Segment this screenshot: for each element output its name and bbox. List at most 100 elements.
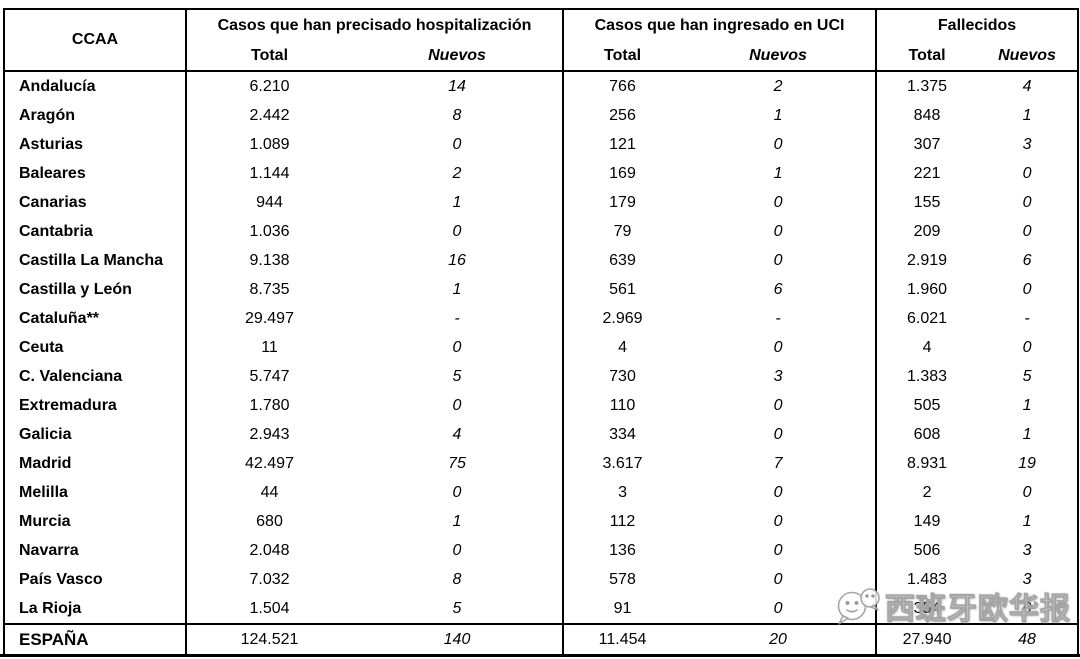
value-cell: 2 — [452, 164, 462, 182]
table-row: Galicia 2.943 4 334 0 608 1 — [4, 420, 1078, 449]
value-cell: 307 — [875, 130, 978, 159]
value-cell: 766 — [562, 71, 682, 101]
table-row: Ceuta 11 0 4 0 4 0 — [4, 333, 1078, 362]
value-cell: 8.735 — [185, 275, 352, 304]
value-cell: 9.138 — [185, 246, 352, 275]
column-group-hospitalizacion: Casos que han precisado hospitalización — [184, 9, 564, 41]
value-cell: 0 — [452, 396, 462, 414]
value-cell: 2.919 — [875, 246, 978, 275]
value-cell: 0 — [773, 512, 783, 530]
table-row: Cataluña** 29.497 - 2.969 - 6.021 - — [4, 304, 1078, 333]
value-cell: 0 — [452, 222, 462, 240]
value-cell: 124.521 — [185, 623, 352, 655]
region-name: Navarra — [19, 541, 79, 559]
table-row: Canarias 944 1 179 0 155 0 — [4, 188, 1078, 217]
value-cell: 11 — [185, 333, 352, 362]
header-group-row: CCAA Casos que han precisado hospitaliza… — [4, 9, 1079, 72]
value-cell: 730 — [562, 362, 682, 391]
subheader-hosp-nuevos: Nuevos — [352, 41, 564, 72]
value-cell: 5 — [452, 599, 462, 617]
value-cell: 221 — [875, 159, 978, 188]
region-name: Castilla La Mancha — [19, 251, 164, 269]
value-cell: 136 — [562, 536, 682, 565]
value-cell: 0 — [1022, 222, 1032, 240]
value-cell: 0 — [452, 135, 462, 153]
value-cell: 14 — [448, 77, 466, 95]
region-name: Castilla y León — [19, 280, 132, 298]
region-name: Murcia — [19, 512, 71, 530]
table-row: C. Valenciana 5.747 5 730 3 1.383 5 — [4, 362, 1078, 391]
value-cell: 8.931 — [875, 449, 978, 478]
value-cell: 5 — [1022, 367, 1032, 385]
table-row: Aragón 2.442 8 256 1 848 1 — [4, 101, 1078, 130]
value-cell: 155 — [875, 188, 978, 217]
subheader-hosp-total: Total — [185, 41, 352, 72]
value-cell: 16 — [448, 251, 466, 269]
value-cell: 1 — [1022, 106, 1032, 124]
value-cell: 0 — [773, 541, 783, 559]
region-name: Canarias — [19, 193, 87, 211]
value-cell: 0 — [773, 570, 783, 588]
value-cell: - — [454, 309, 460, 327]
value-cell: 1 — [1022, 512, 1032, 530]
value-cell: 2.442 — [185, 101, 352, 130]
table-row: País Vasco 7.032 8 578 0 1.483 3 — [4, 565, 1078, 594]
value-cell: 1 — [1022, 425, 1032, 443]
table-row: Asturias 1.089 0 121 0 307 3 — [4, 130, 1078, 159]
value-cell: 27.940 — [875, 623, 978, 655]
value-cell: 2 — [773, 77, 783, 95]
value-cell: 5 — [452, 367, 462, 385]
value-cell: 3 — [1022, 135, 1032, 153]
value-cell: 0 — [1022, 164, 1032, 182]
value-cell: 48 — [977, 623, 1079, 655]
value-cell: 0 — [773, 338, 783, 356]
value-cell: 6.021 — [875, 304, 978, 333]
value-cell: 42.497 — [185, 449, 352, 478]
value-cell: 1 — [452, 280, 462, 298]
table-row: Castilla La Mancha 9.138 16 639 0 2.919 6 — [4, 246, 1078, 275]
value-cell: 3 — [1022, 570, 1032, 588]
value-cell: 44 — [185, 478, 352, 507]
value-cell: 2.943 — [185, 420, 352, 449]
value-cell: 2 — [875, 478, 978, 507]
value-cell: 0 — [773, 599, 783, 617]
value-cell: 7 — [773, 454, 783, 472]
value-cell: 354 — [875, 594, 978, 624]
value-cell: 0 — [452, 483, 462, 501]
table-bottom-double-rule — [0, 654, 1080, 657]
value-cell: 1.144 — [185, 159, 352, 188]
value-cell: 1.504 — [185, 594, 352, 624]
value-cell: 2.048 — [185, 536, 352, 565]
value-cell: 944 — [185, 188, 352, 217]
value-cell: 1 — [452, 193, 462, 211]
value-cell: 75 — [448, 454, 466, 472]
table-row: Cantabria 1.036 0 79 0 209 0 — [4, 217, 1078, 246]
value-cell: 0 — [773, 396, 783, 414]
value-cell: 848 — [875, 101, 978, 130]
value-cell: 149 — [875, 507, 978, 536]
region-name: ESPAÑA — [4, 623, 186, 655]
table-row: La Rioja 1.504 5 91 0 354 0 — [4, 594, 1078, 624]
value-cell: 578 — [562, 565, 682, 594]
value-cell: 1.089 — [185, 130, 352, 159]
region-name: Baleares — [19, 164, 86, 182]
value-cell: 1 — [773, 164, 783, 182]
region-name: Asturias — [19, 135, 84, 153]
value-cell: 0 — [452, 338, 462, 356]
table-row: Castilla y León 8.735 1 561 6 1.960 0 — [4, 275, 1078, 304]
table-row: Andalucía 6.210 14 766 2 1.375 4 — [4, 71, 1078, 101]
region-name: Extremadura — [19, 396, 117, 414]
value-cell: 506 — [875, 536, 978, 565]
value-cell: 1 — [1022, 396, 1032, 414]
subheader-fallecidos-total: Total — [875, 41, 978, 72]
value-cell: 4 — [452, 425, 462, 443]
value-cell: 110 — [562, 391, 682, 420]
value-cell: 0 — [1022, 599, 1032, 617]
value-cell: 1.383 — [875, 362, 978, 391]
value-cell: 561 — [562, 275, 682, 304]
value-cell: 680 — [185, 507, 352, 536]
value-cell: 3 — [1022, 541, 1032, 559]
value-cell: 169 — [562, 159, 682, 188]
region-name: Madrid — [19, 454, 72, 472]
value-cell: 256 — [562, 101, 682, 130]
